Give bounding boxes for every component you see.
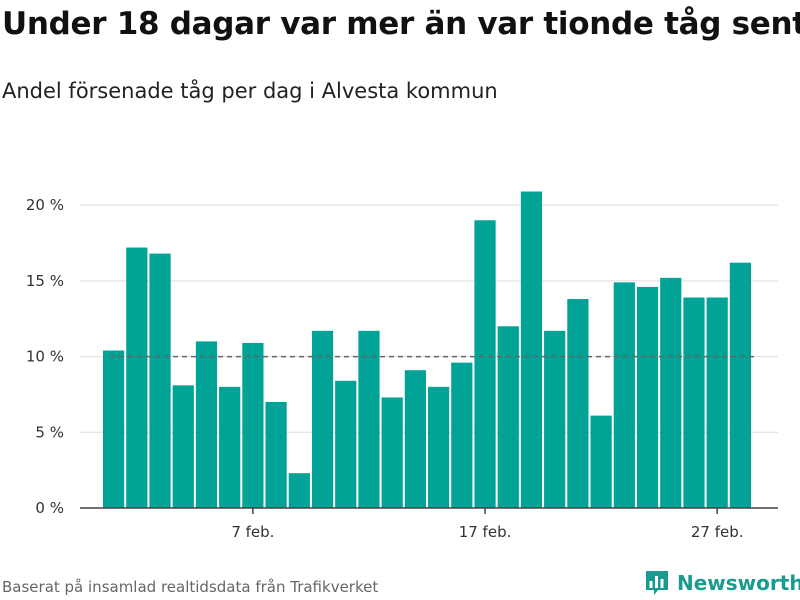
bar: [428, 386, 450, 508]
bar: [451, 362, 473, 508]
y-tick-label: 10 %: [26, 348, 64, 366]
bar: [381, 397, 403, 508]
bar: [544, 330, 566, 508]
chart-subtitle: Andel försenade tåg per dag i Alvesta ko…: [2, 79, 498, 103]
bar: [683, 297, 705, 508]
bar: [103, 350, 125, 508]
source-note: Baserat på insamlad realtidsdata från Tr…: [2, 578, 379, 596]
bar: [265, 402, 287, 508]
bars: [103, 191, 751, 509]
bar: [567, 299, 589, 508]
y-tick-label: 0 %: [35, 499, 64, 517]
bar: [613, 282, 635, 508]
x-tick-label: 17 feb.: [459, 523, 512, 541]
x-axis: 7 feb. 17 feb. 27 feb.: [80, 507, 778, 541]
x-tick-label: 7 feb.: [231, 523, 274, 541]
y-tick-label: 15 %: [26, 272, 64, 290]
bar: [520, 191, 543, 508]
bar: [590, 415, 612, 508]
bar: [219, 386, 241, 508]
bar: [660, 277, 682, 508]
bar: [358, 330, 380, 508]
x-tick-label: 27 feb.: [691, 523, 744, 541]
bar: [335, 380, 357, 508]
bar: [126, 247, 148, 509]
bar: [288, 473, 310, 508]
y-tick-label: 20 %: [26, 196, 64, 214]
bar: [172, 385, 194, 508]
chart-title: Under 18 dagar var mer än var tionde tåg…: [2, 6, 800, 42]
y-axis-labels: 0 % 5 % 10 % 15 % 20 %: [26, 196, 64, 517]
bar: [311, 330, 334, 508]
bar: [195, 341, 218, 508]
bar: [404, 370, 426, 508]
bar: [729, 262, 751, 508]
bar-chart: 0 % 5 % 10 % 15 % 20 % 7 feb. 17 feb. 27 feb.: [26, 191, 778, 541]
bar: [636, 286, 659, 508]
bar: [474, 220, 496, 509]
bar: [497, 326, 519, 508]
brand-label: Newsworthy: [677, 571, 800, 595]
brand-logo: Newsworthy: [645, 570, 800, 596]
bar: [149, 253, 171, 508]
y-tick-label: 5 %: [35, 423, 64, 441]
newsworthy-logo-icon: [646, 571, 668, 595]
bar: [242, 342, 264, 508]
bar: [706, 297, 728, 508]
